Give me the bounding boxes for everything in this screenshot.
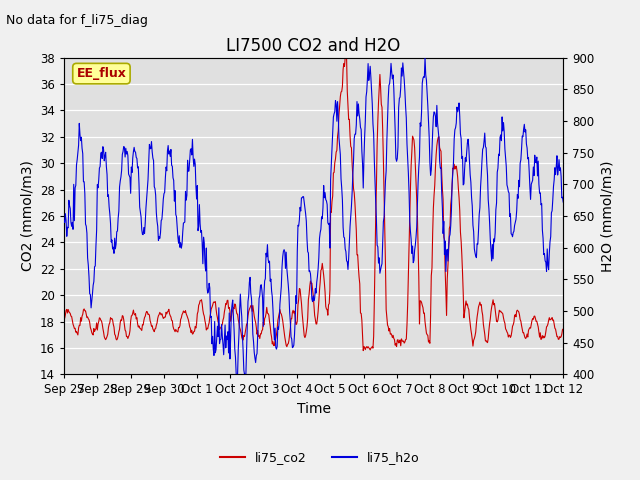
Y-axis label: H2O (mmol/m3): H2O (mmol/m3)	[600, 160, 614, 272]
Title: LI7500 CO2 and H2O: LI7500 CO2 and H2O	[227, 36, 401, 55]
Text: EE_flux: EE_flux	[77, 67, 126, 80]
Legend: li75_co2, li75_h2o: li75_co2, li75_h2o	[215, 446, 425, 469]
Y-axis label: CO2 (mmol/m3): CO2 (mmol/m3)	[20, 161, 35, 271]
Text: No data for f_li75_diag: No data for f_li75_diag	[6, 14, 148, 27]
X-axis label: Time: Time	[296, 402, 331, 416]
